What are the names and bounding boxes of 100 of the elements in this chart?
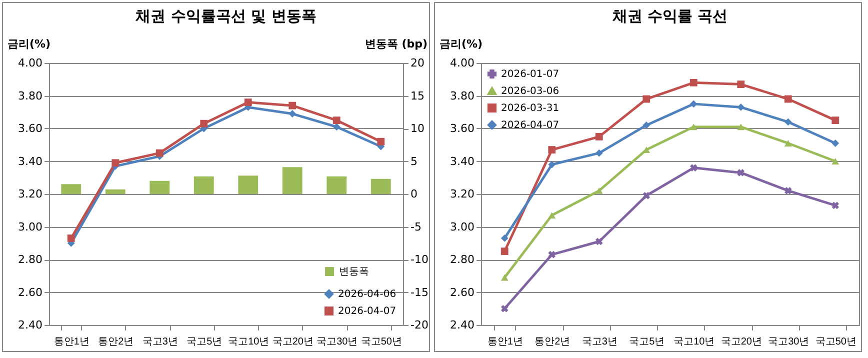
bar <box>194 176 214 194</box>
y2-tick-label: -15 <box>410 286 428 299</box>
x-tick-label: 국고10년 <box>228 336 270 348</box>
point <box>737 124 745 130</box>
point <box>642 192 650 200</box>
y2-tick-label: 20 <box>410 56 424 70</box>
point <box>595 132 603 140</box>
x-tick-label: 국고5년 <box>629 336 665 348</box>
legend-label: 변동폭 <box>339 266 369 278</box>
x-tick-label: 국고10년 <box>674 336 715 348</box>
point <box>832 116 840 124</box>
y-tick-label: 3.80 <box>450 89 474 102</box>
point <box>112 159 120 167</box>
point <box>500 274 508 281</box>
x-tick-label: 국고20년 <box>720 336 762 348</box>
point <box>548 212 556 218</box>
x-tick-label: 통안1년 <box>54 336 90 348</box>
y-tick-label: 3.80 <box>18 89 42 102</box>
x-tick-label: 국고20년 <box>272 336 314 348</box>
point <box>595 238 603 246</box>
point <box>595 149 603 157</box>
y-axis-title: 금리(%) <box>8 38 51 50</box>
bar <box>238 176 258 194</box>
y2-tick-label: 5 <box>410 154 418 168</box>
y2-tick-label: 0 <box>410 188 418 200</box>
chart-title: 채권 수익률 곡선 <box>611 7 728 25</box>
y-tick-label: 2.80 <box>450 253 474 266</box>
point <box>548 160 556 168</box>
point <box>784 95 792 103</box>
point <box>332 116 340 124</box>
x-tick-label: 통안2년 <box>534 336 570 348</box>
point <box>690 78 698 86</box>
y2-tick-label: -10 <box>410 253 428 266</box>
y-tick-label: 3.20 <box>18 188 42 200</box>
y-tick-label: 2.60 <box>18 286 42 299</box>
y-tick-label: 2.40 <box>18 318 42 332</box>
point <box>67 234 75 242</box>
point <box>332 123 340 131</box>
legend-label: 2026-04-07 <box>501 120 560 131</box>
point <box>500 304 508 312</box>
x-tick-label: 국고50년 <box>815 336 856 348</box>
y-axis-title: 금리(%) <box>440 38 483 50</box>
point <box>690 124 698 130</box>
point <box>200 120 208 128</box>
x-tick-label: 국고3년 <box>582 336 618 348</box>
bar <box>370 178 391 194</box>
x-tick-label: 국고30년 <box>768 336 810 348</box>
y-tick-label: 3.00 <box>18 220 42 234</box>
y2-axis-title: 변동폭 (bp) <box>364 38 428 50</box>
point <box>288 110 296 118</box>
bar <box>61 184 82 194</box>
point <box>832 158 840 164</box>
x-tick-label: 통안2년 <box>98 336 134 348</box>
legend-label: 2026-03-06 <box>501 86 560 97</box>
y-tick-label: 2.40 <box>450 318 474 332</box>
bar <box>105 189 126 194</box>
y-tick-label: 4.00 <box>450 56 474 70</box>
y2-tick-label: -20 <box>410 318 428 332</box>
y-tick-label: 2.80 <box>18 253 42 266</box>
y-tick-label: 3.40 <box>18 154 42 168</box>
y2-tick-label: 10 <box>410 122 424 135</box>
y-tick-label: 4.00 <box>18 56 42 70</box>
bar <box>150 180 170 194</box>
point <box>642 95 650 103</box>
legend-label: 2026-04-07 <box>338 306 396 317</box>
y2-tick-label: -5 <box>410 220 422 234</box>
point <box>377 138 385 146</box>
point <box>737 80 745 88</box>
point <box>595 188 603 194</box>
x-tick-label: 통안1년 <box>487 336 523 348</box>
x-tick-label: 국고50년 <box>360 336 402 348</box>
point <box>156 149 164 157</box>
legend-label: 2026-01-07 <box>501 69 560 80</box>
point <box>784 187 792 194</box>
point <box>784 118 792 126</box>
point <box>642 122 650 129</box>
y-tick-label: 2.60 <box>450 286 474 299</box>
legend-label: 2026-04-06 <box>338 289 396 300</box>
point <box>784 140 792 146</box>
point <box>690 100 698 108</box>
point <box>548 146 556 154</box>
x-tick-label: 국고3년 <box>142 336 178 348</box>
point <box>737 169 745 176</box>
point <box>500 234 508 242</box>
y-tick-label: 3.60 <box>18 122 42 135</box>
y-tick-label: 3.00 <box>450 220 474 234</box>
bar <box>326 176 347 194</box>
point <box>832 140 840 147</box>
y2-tick-label: 15 <box>410 89 424 102</box>
chart-title: 채권 수익률곡선 및 변동폭 <box>134 7 316 25</box>
legend-label: 2026-03-31 <box>501 103 560 114</box>
x-tick-label: 국고5년 <box>186 336 222 348</box>
y-tick-label: 3.60 <box>450 122 474 135</box>
point <box>288 102 296 110</box>
point <box>500 248 508 256</box>
point <box>737 104 745 111</box>
point <box>244 98 252 106</box>
point <box>690 164 698 172</box>
bar <box>282 167 302 194</box>
y-tick-label: 3.20 <box>450 188 474 200</box>
